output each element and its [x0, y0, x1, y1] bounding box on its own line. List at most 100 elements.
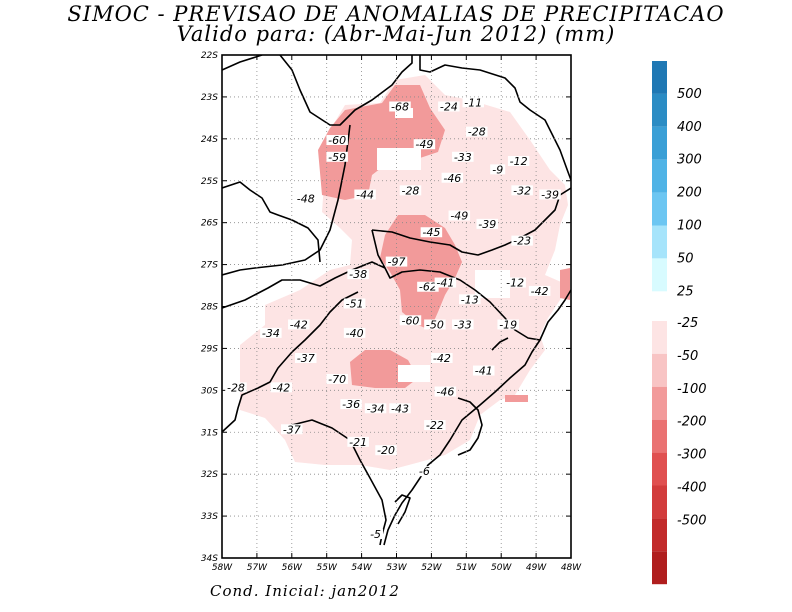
colorbar-segment: [652, 452, 667, 486]
anomaly-label-bg: [368, 529, 384, 540]
anomaly-value: -32: [513, 184, 531, 197]
anomaly-label-bg: [399, 315, 422, 326]
anomaly-value: -34: [262, 327, 280, 340]
anomaly-label-bg: [416, 466, 432, 477]
anomaly-label-bg: [420, 227, 443, 238]
anomaly-label-bg: [326, 151, 348, 162]
colorbar-label: 500: [677, 87, 702, 102]
anomaly-label-bg: [417, 281, 439, 292]
anomaly-label-bg: [364, 403, 387, 414]
anomaly-value: -11: [464, 96, 482, 109]
lon-tick-label: 55W: [317, 563, 338, 573]
anomaly-label-bg: [288, 319, 310, 330]
anomaly-value: -6: [419, 465, 430, 478]
lat-tick-label: 25S: [201, 177, 218, 187]
lon-tick-label: 50W: [491, 563, 512, 573]
anomaly-label-bg: [343, 327, 366, 338]
anomaly-value: -23: [513, 235, 531, 248]
colorbar-segment: [652, 61, 667, 94]
lagoon: [457, 397, 483, 456]
colorbar-label: -400: [677, 481, 707, 496]
anomaly-value: -33: [454, 318, 472, 331]
lon-tick-label: 56W: [282, 563, 303, 573]
lat-tick-label: 33S: [201, 512, 218, 522]
anomaly-region-medium-north: [318, 85, 445, 200]
anomaly-label-bg: [295, 352, 317, 363]
anomaly-value: -42: [531, 285, 549, 298]
map-subtitle: Valido para: (Abr-Mai-Jun 2012) (mm): [176, 22, 616, 46]
border-west-upper: [222, 124, 351, 276]
colorbar-label: -500: [677, 513, 707, 528]
anomaly-label-bg: [452, 151, 474, 162]
anomaly-value: -28: [401, 184, 419, 197]
coast-segment: [394, 494, 411, 525]
anomaly-value: -33: [454, 151, 472, 164]
anomaly-label-bg: [466, 126, 488, 137]
anomaly-label-bg: [511, 185, 533, 196]
anomaly-value: -34: [367, 402, 385, 415]
colorbar-segment: [652, 126, 667, 160]
lon-tick-label: 52W: [421, 563, 442, 573]
anomaly-value: -41: [475, 365, 493, 378]
anomaly-label-bg: [385, 256, 408, 267]
colorbar-label: 50: [677, 251, 694, 266]
anomaly-value: -5: [370, 528, 381, 541]
anomaly-value: -42: [290, 318, 308, 331]
anomaly-value: -20: [377, 444, 395, 457]
initial-condition-note: Cond. Inicial: jan2012: [210, 582, 400, 600]
anomaly-label-bg: [539, 189, 561, 200]
colorbar-segment: [652, 93, 667, 127]
anomaly-label-bg: [270, 382, 293, 393]
anomaly-label-bg: [424, 319, 446, 330]
anomaly-labels: -68 -24 -11 -28 -60 -49 -59 -33 -12 -9 -46 -32 -39 -4…: [225, 96, 561, 541]
lat-tick-label: 34S: [201, 554, 218, 564]
anomaly-value: -36: [342, 398, 360, 411]
anomaly-value: -28: [227, 381, 245, 394]
anomaly-label-bg: [424, 420, 446, 431]
anomaly-value: -62: [419, 281, 437, 294]
anomaly-gap: [377, 148, 421, 170]
lat-tick-label: 26S: [201, 219, 218, 229]
anomaly-label-bg: [504, 277, 526, 288]
anomaly-value: -50: [426, 318, 444, 331]
colorbar-segment: [652, 518, 667, 552]
anomaly-value: -9: [492, 163, 503, 176]
colorbar-segment: [652, 419, 667, 453]
anomaly-value: -46: [436, 386, 454, 399]
map-title: SIMOC - PREVISAO DE ANOMALIAS DE PRECIPI…: [67, 2, 725, 26]
anomaly-label-bg: [511, 235, 533, 246]
anomaly-label-bg: [340, 399, 362, 410]
border-river: [491, 337, 509, 351]
anomaly-label-bg: [295, 193, 317, 204]
colorbar-segment: [652, 485, 667, 519]
anomaly-value: -24: [440, 100, 458, 113]
border-uruguay: [222, 291, 359, 433]
anomaly-label-bg: [281, 424, 303, 435]
lat-tick-label: 24S: [201, 135, 218, 145]
anomaly-value: -44: [356, 189, 374, 202]
anomaly-value: -97: [388, 256, 406, 269]
anomaly-value: -39: [478, 218, 496, 231]
anomaly-value: -59: [328, 151, 346, 164]
lon-tick-label: 49W: [526, 563, 547, 573]
border-state-pr: [371, 187, 571, 256]
anomaly-value: -13: [461, 293, 479, 306]
anomaly-label-bg: [389, 403, 411, 414]
border-south: [291, 419, 387, 546]
lat-tick-label: 30S: [201, 386, 218, 396]
lat-tick-label: 32S: [201, 470, 218, 480]
colorbar-segment: [652, 551, 667, 585]
anomaly-label-bg: [347, 269, 369, 280]
anomaly-value: -19: [499, 318, 517, 331]
anomaly-label-bg: [441, 172, 464, 183]
anomaly-label-bg: [347, 436, 369, 447]
colorbar-segment: [652, 353, 667, 387]
colorbar-label: -50: [677, 349, 698, 364]
anomaly-gap: [395, 108, 413, 118]
anomaly-value: -42: [433, 352, 451, 365]
anomaly-label-bg: [448, 210, 471, 221]
anomaly-value: -49: [415, 138, 433, 151]
colorbar-segment: [652, 386, 667, 420]
anomaly-value: -40: [346, 327, 364, 340]
colorbar-label: 100: [677, 219, 702, 234]
